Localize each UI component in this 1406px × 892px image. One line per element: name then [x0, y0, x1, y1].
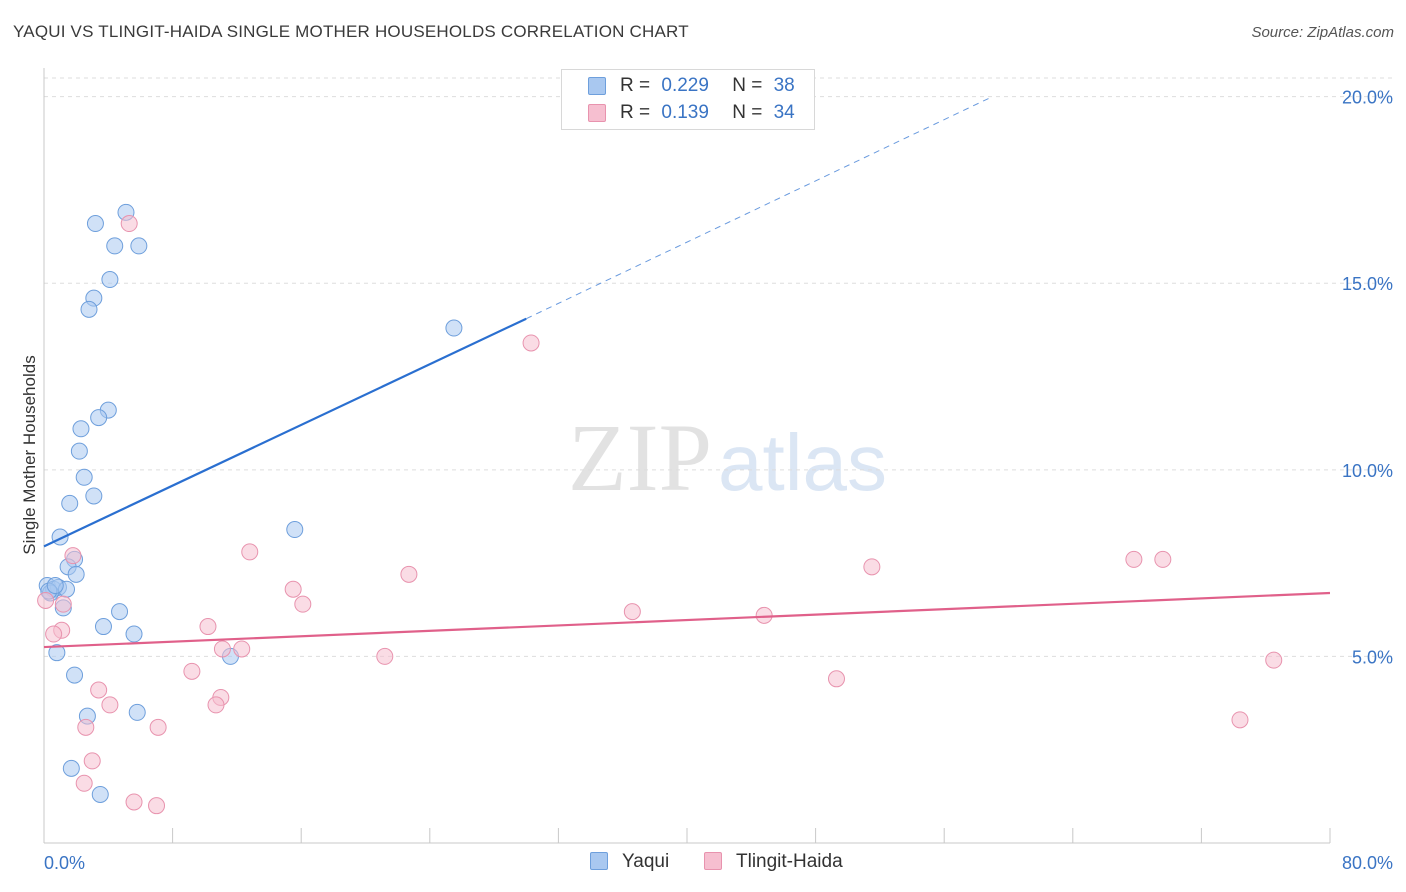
tlingit-haida-point: [863, 558, 881, 576]
yaqui-point: [101, 271, 119, 289]
tlingit-haida-point: [148, 797, 166, 815]
yaqui-point: [94, 618, 112, 636]
yaqui-trend-line: [43, 317, 527, 548]
tlingit-haida-point: [623, 603, 641, 621]
y-tick-label: 20.0%: [1342, 88, 1393, 108]
yaqui-point: [445, 319, 463, 337]
yaqui-point: [46, 577, 64, 595]
source-label: Source: ZipAtlas.com: [1251, 24, 1394, 41]
tlingit-haida-point: [522, 334, 540, 352]
yaqui-trend-extension: [526, 96, 993, 320]
legend: R = 0.229 N = 38 R = 0.139 N = 34: [561, 69, 815, 130]
yaqui-point: [111, 603, 129, 621]
watermark-zip: ZIP: [568, 404, 712, 511]
legend-n-value: 34: [773, 102, 795, 123]
yaqui-point: [128, 703, 146, 721]
tlingit-haida-point: [827, 670, 845, 688]
yaqui-point: [91, 785, 109, 803]
chart-title: YAQUI VS TLINGIT-HAIDA SINGLE MOTHER HOU…: [13, 22, 689, 41]
yaqui-point: [80, 300, 98, 318]
tlingit-haida-point: [284, 580, 302, 598]
tlingit-haida-point: [37, 591, 55, 609]
tlingit-haida-point: [241, 543, 259, 561]
legend-swatch-yaqui: [588, 77, 606, 95]
x-tick-label-max: 80.0%: [1342, 853, 1393, 873]
yaqui-point: [66, 666, 84, 684]
tlingit-haida-point: [376, 647, 394, 665]
tlingit-haida-point: [755, 606, 773, 624]
legend-r-value: 0.229: [661, 75, 709, 96]
tlingit-haida-point: [45, 625, 63, 643]
tlingit-haida-point: [400, 565, 418, 583]
tlingit-haida-point: [294, 595, 312, 613]
legend-n-label: N =: [732, 75, 763, 96]
tlingit-haida-point: [199, 618, 217, 636]
yaqui-point: [125, 625, 143, 643]
yaqui-point: [75, 468, 93, 486]
y-tick-label: 10.0%: [1342, 461, 1393, 481]
yaqui-point: [61, 494, 79, 512]
tlingit-haida-point: [64, 547, 82, 565]
tlingit-haida-point: [75, 774, 93, 792]
yaqui-point: [286, 521, 304, 539]
bottom-legend-label-yaqui: Yaqui: [622, 851, 670, 872]
tlingit-haida-point: [90, 681, 108, 699]
bottom-legend-yaqui: Yaqui: [590, 851, 669, 873]
yaqui-point: [72, 420, 90, 438]
tlingit-haida-point: [183, 662, 201, 680]
yaqui-point: [90, 409, 108, 427]
tlingit-haida-point: [1125, 550, 1143, 568]
tlingit-haida-trend-line: [43, 591, 1331, 649]
tlingit-haida-point: [120, 215, 138, 233]
bottom-legend-swatch-yaqui: [590, 852, 608, 870]
yaqui-point: [130, 237, 148, 255]
tlingit-haida-point: [207, 696, 225, 714]
tlingit-haida-point: [125, 793, 143, 811]
y-tick-label: 5.0%: [1352, 647, 1393, 667]
yaqui-point: [106, 237, 124, 255]
legend-n-value: 38: [773, 75, 795, 96]
yaqui-point: [86, 215, 104, 233]
legend-r-value: 0.139: [661, 102, 709, 123]
legend-r-label: R =: [620, 102, 651, 123]
legend-swatch-tlingit-haida: [588, 104, 606, 122]
tlingit-haida-point: [101, 696, 119, 714]
tlingit-haida-point: [213, 640, 231, 658]
yaqui-point: [62, 759, 80, 777]
legend-r-label: R =: [620, 75, 651, 96]
tlingit-haida-point: [149, 718, 167, 736]
tlingit-haida-point: [54, 595, 72, 613]
bottom-legend-label-tlingit-haida: Tlingit-Haida: [736, 851, 843, 872]
yaqui-point: [67, 565, 85, 583]
tlingit-haida-point: [83, 752, 101, 770]
yaqui-point: [85, 487, 103, 505]
legend-n-label: N =: [732, 102, 763, 123]
tlingit-haida-point: [1154, 550, 1172, 568]
tlingit-haida-point: [233, 640, 251, 658]
y-tick-label: 15.0%: [1342, 274, 1393, 294]
tlingit-haida-point: [1265, 651, 1283, 669]
yaqui-point: [70, 442, 88, 460]
bottom-legend-swatch-tlingit-haida: [704, 852, 722, 870]
tlingit-haida-point: [77, 718, 95, 736]
watermark-atlas: atlas: [718, 418, 887, 507]
tlingit-haida-point: [1231, 711, 1249, 729]
yaqui-point: [48, 644, 66, 662]
bottom-legend-tlingit-haida: Tlingit-Haida: [704, 851, 843, 873]
x-tick-label-min: 0.0%: [44, 853, 85, 873]
